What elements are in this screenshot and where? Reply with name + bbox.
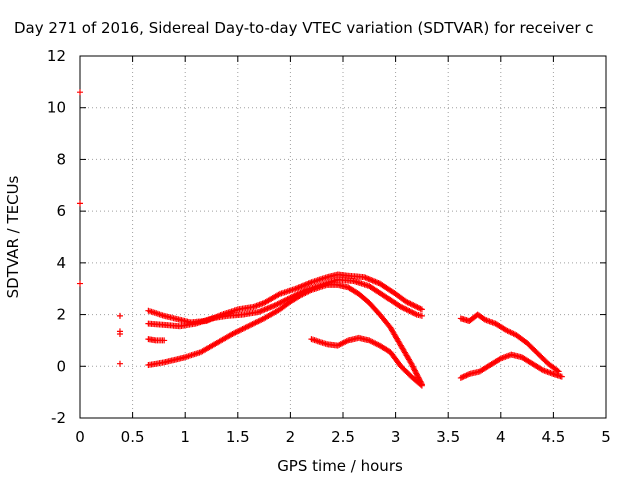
x-tick-label: 3.5 <box>436 428 460 446</box>
data-points <box>77 89 565 389</box>
y-tick-label: 6 <box>56 202 66 220</box>
data-point <box>538 366 545 373</box>
series-track-g-late-lower <box>457 351 565 381</box>
x-tick-label: 2 <box>286 428 296 446</box>
x-tick-label: 4.5 <box>541 428 565 446</box>
x-tick-label: 1 <box>180 428 190 446</box>
x-tick-label: 0.5 <box>121 428 145 446</box>
chart-title: Day 271 of 2016, Sidereal Day-to-day VTE… <box>14 19 594 37</box>
y-axis-label: SDTVAR / TECUs <box>4 175 22 298</box>
x-axis-label: GPS time / hours <box>277 457 403 475</box>
series-early-isolated <box>116 312 123 367</box>
x-tick-label: 1.5 <box>226 428 250 446</box>
data-point <box>116 330 123 337</box>
data-point <box>418 312 425 319</box>
data-point <box>558 373 565 380</box>
x-tick-label: 4 <box>496 428 506 446</box>
axis-ticks: 0 0.5 1 1.5 2 2.5 3 3.5 4 4.5 5 -2 0 2 4 6 8 10 12 <box>47 47 611 446</box>
data-point <box>418 306 425 313</box>
series-track-c-middle <box>145 276 425 330</box>
x-tick-label: 0 <box>75 428 85 446</box>
data-point <box>418 382 425 389</box>
data-point <box>77 200 83 207</box>
y-tick-label: 2 <box>56 306 66 324</box>
data-point <box>77 280 83 287</box>
x-tick-label: 2.5 <box>331 428 355 446</box>
data-point <box>161 337 168 344</box>
y-tick-label: -2 <box>51 409 66 427</box>
series-edge-markers <box>77 89 83 287</box>
gridlines <box>80 56 606 418</box>
series-track-e-hump <box>308 334 425 389</box>
series-track-f-late-upper <box>457 311 562 375</box>
x-tick-label: 3 <box>391 428 401 446</box>
data-point <box>77 89 83 96</box>
y-tick-label: 8 <box>56 150 66 168</box>
x-tick-label: 5 <box>601 428 611 446</box>
y-tick-label: 0 <box>56 357 66 375</box>
series-track-d-short <box>145 336 168 344</box>
data-point <box>116 312 123 319</box>
data-point <box>417 381 424 388</box>
data-point <box>116 360 123 367</box>
data-point <box>496 356 503 363</box>
y-tick-label: 10 <box>47 99 66 117</box>
y-tick-label: 12 <box>47 47 66 65</box>
y-tick-label: 4 <box>56 254 66 272</box>
